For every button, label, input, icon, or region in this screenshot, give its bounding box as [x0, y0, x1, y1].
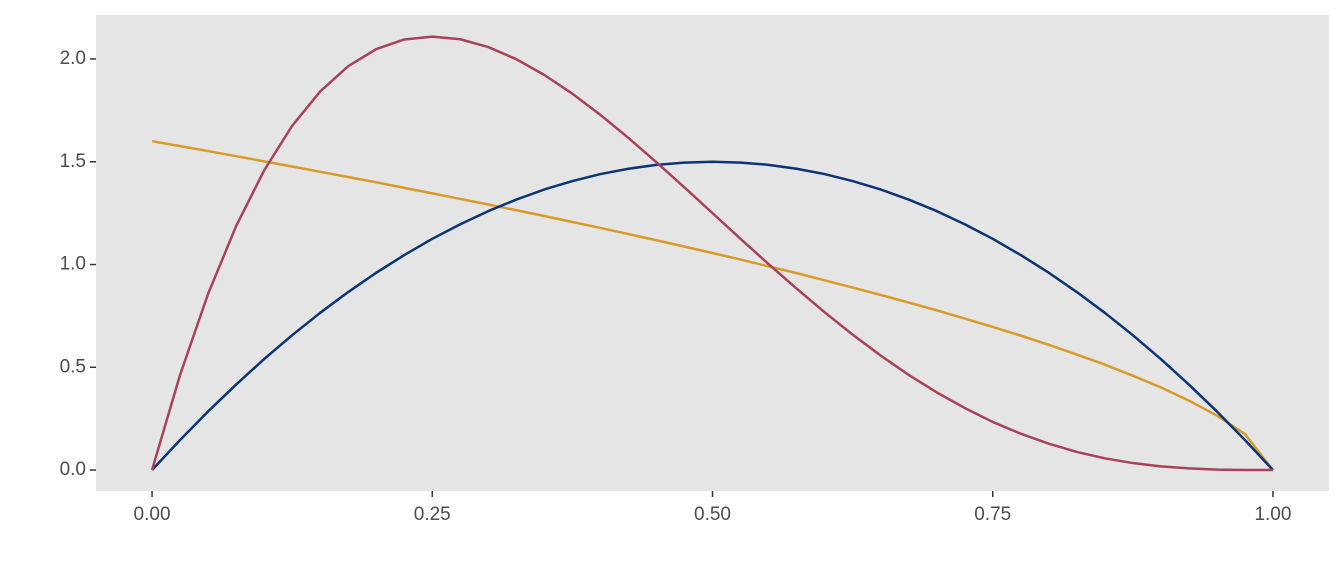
x-tick-label: 1.00	[1254, 504, 1291, 525]
y-tick-label: 1.5	[60, 151, 86, 172]
y-tick-label: 1.0	[60, 254, 86, 275]
line-series	[151, 160, 1274, 471]
x-tick-label: 0.00	[134, 504, 171, 525]
x-tick-label: 0.25	[414, 504, 451, 525]
line-series	[151, 139, 1274, 471]
y-tick-label: 0.5	[60, 356, 86, 377]
x-tick-label: 0.50	[694, 504, 731, 525]
x-tick-label: 0.75	[974, 504, 1011, 525]
line-series	[150, 35, 1273, 472]
y-tick-label: 0.0	[60, 459, 86, 480]
y-tick-label: 2.0	[60, 48, 86, 69]
